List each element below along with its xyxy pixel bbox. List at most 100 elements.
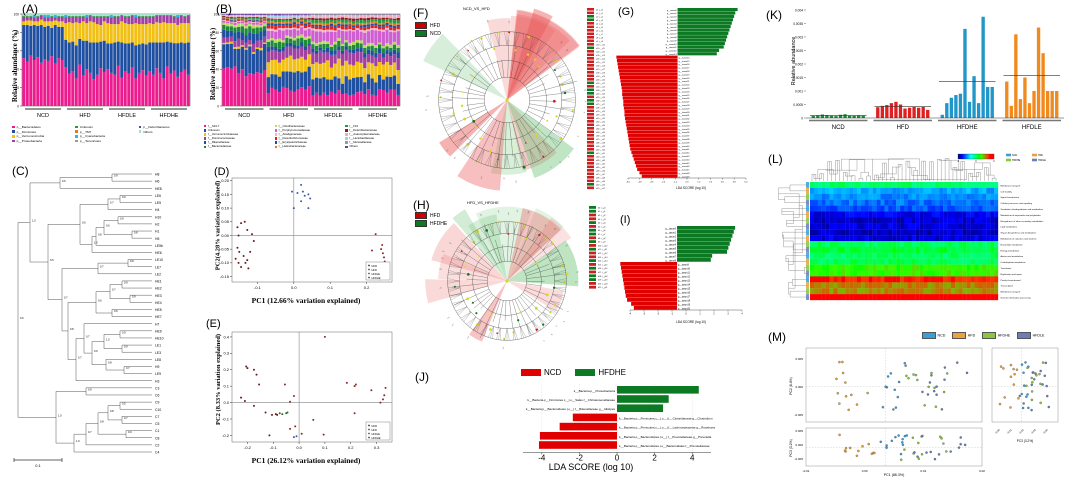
panel-b-bar-segment — [344, 19, 348, 23]
panel-b-bar-segment — [355, 92, 360, 106]
panel-b-bar-segment — [322, 92, 326, 106]
svgD-point — [242, 255, 245, 257]
panel-b-bar-segment — [248, 46, 252, 74]
panel-l-heatmap-cell — [860, 205, 865, 212]
panel-l-heatmap-cell — [849, 288, 854, 295]
panel-f-taxon-label: a10: t__x10 — [596, 43, 605, 46]
panel-l-heatmap-cell — [829, 199, 834, 206]
svgE-point — [354, 383, 357, 386]
panel-b-legend-item: f__Odoribacteraceae — [274, 124, 342, 128]
panel-b-bar-segment — [311, 19, 315, 23]
panel-l-heatmap-cell — [978, 258, 983, 265]
panel-b-bar-segment — [355, 20, 360, 23]
svgF-clade-highlight — [439, 100, 507, 157]
panel-b-bar-segment — [355, 48, 360, 52]
panel-l-heatmap-cell — [829, 223, 834, 230]
panel-b-bar-segment — [340, 50, 345, 54]
panel-l-heatmap-cell — [994, 187, 999, 194]
panel-a-bar-segment — [151, 42, 155, 75]
panel-m-point — [932, 389, 936, 393]
panel-l-row-group-strip — [806, 288, 809, 295]
panel-l-heatmap-cell — [900, 205, 905, 212]
panel-l-heatmap-cell — [974, 264, 979, 271]
panel-m-point — [935, 385, 938, 388]
panel-f-taxon-swatch — [587, 144, 594, 148]
panel-l-heatmap-cell — [845, 288, 850, 295]
panel-b-bar-segment — [307, 20, 311, 23]
svgI-xtick: -4 — [629, 314, 632, 316]
panel-b-bar-segment — [366, 74, 371, 90]
panel-l-heatmap-cell — [841, 199, 846, 206]
panel-b-bar-segment — [296, 38, 300, 46]
panel-b-legend-item: f__Porphyromonadaceae — [274, 128, 342, 132]
panel-a-bar-segment — [179, 14, 183, 16]
panel-c-leaf-label: H8 — [155, 173, 159, 177]
panel-l-heatmap-cell — [927, 276, 932, 283]
svgF-clade-node — [561, 83, 564, 87]
panel-l-heatmap-cell — [888, 294, 893, 301]
panel-c-leaf-label: LE10 — [155, 258, 163, 262]
panel-l-heatmap-cell — [900, 229, 905, 236]
panel-b-bar-segment — [259, 27, 263, 32]
panel-b-bar-segment — [255, 17, 259, 19]
panel-l-heatmap-cell — [810, 187, 815, 194]
panel-l-heatmap-cell — [892, 217, 897, 224]
svgF-clade-highlight — [457, 100, 507, 191]
panel-b-bar-segment — [300, 15, 304, 17]
panel-l-heatmap-cell — [864, 182, 869, 189]
panel-l-heatmap-cell — [853, 229, 858, 236]
panel-b-bar-segment — [300, 27, 304, 35]
panel-l-heatmap-cell — [829, 246, 834, 253]
panel-b-bar-segment — [344, 17, 348, 20]
panel-b-bar-segment — [381, 16, 385, 18]
panel-b-bar-segment — [292, 24, 296, 28]
panel-m-point — [841, 360, 844, 364]
panel-l-heatmap-cell — [841, 217, 846, 224]
panel-a-bar-segment — [116, 24, 120, 42]
panel-l-heatmap-cell — [821, 229, 826, 236]
panel-l-heatmap-cell — [904, 193, 909, 200]
panel-b-bar-segment — [311, 14, 315, 15]
panel-b-bar-segment — [270, 87, 274, 106]
panel-a-bar-segment — [106, 69, 110, 106]
panel-l-heatmap-cell — [951, 223, 956, 230]
panel-l-heatmap-cell — [986, 217, 991, 224]
svgD-point — [251, 233, 253, 236]
panel-l-heatmap-cell — [919, 217, 924, 224]
panel-l-heatmap-cell — [939, 229, 944, 236]
panel-f-taxon-label: a33: t__x33 — [596, 124, 605, 127]
svgG-lda-bar — [677, 38, 727, 42]
panel-b-bar-segment — [300, 20, 304, 22]
panel-l-heatmap-cell — [962, 223, 967, 230]
panel-c-leaf-label: H4 — [155, 208, 159, 212]
panel-k-bar — [829, 115, 834, 118]
legend-label: f__Helicobacteraceae — [278, 144, 306, 149]
panel-l-heatmap-cell — [821, 276, 826, 283]
panel-l-heatmap-cell — [982, 182, 987, 189]
panel-a-bar-segment — [113, 74, 117, 106]
panel-l-heatmap-cell — [849, 246, 854, 253]
legend-swatch — [274, 141, 278, 144]
legend-label: p__Proteobacteria — [16, 138, 42, 143]
panel-b-bar-segment — [281, 40, 285, 43]
panel-b-bar-segment — [329, 14, 334, 16]
panel-l-heatmap-cell — [876, 258, 881, 265]
svgG-taxon-label: g__taxon6 — [667, 29, 678, 32]
panel-l-heatmap-cell — [923, 241, 928, 248]
svgE-xtick: 0.3 — [374, 445, 380, 450]
legend-label: p__TM7 — [79, 129, 92, 134]
panel-l-heatmap-cell — [821, 182, 826, 189]
panel-j-xlabel: LDA SCORE (log 10) — [548, 462, 634, 472]
panel-l-heatmap-cell — [947, 229, 952, 236]
panel-l-heatmap-cell — [919, 288, 924, 295]
panel-b-bar-segment — [225, 30, 230, 38]
panel-b-bar-segment — [251, 17, 256, 19]
panel-l-row-group-strip — [806, 276, 809, 283]
panel-b-bar-segment — [329, 21, 334, 24]
legend-label: Unknown — [207, 128, 220, 133]
panel-m-point — [893, 388, 896, 392]
panel-l-heatmap-cell — [849, 223, 854, 230]
panel-l-heatmap-cell — [994, 288, 999, 295]
panel-b-bar-segment — [307, 66, 311, 87]
panel-m-xtick-right: -0.03 — [1031, 428, 1038, 435]
